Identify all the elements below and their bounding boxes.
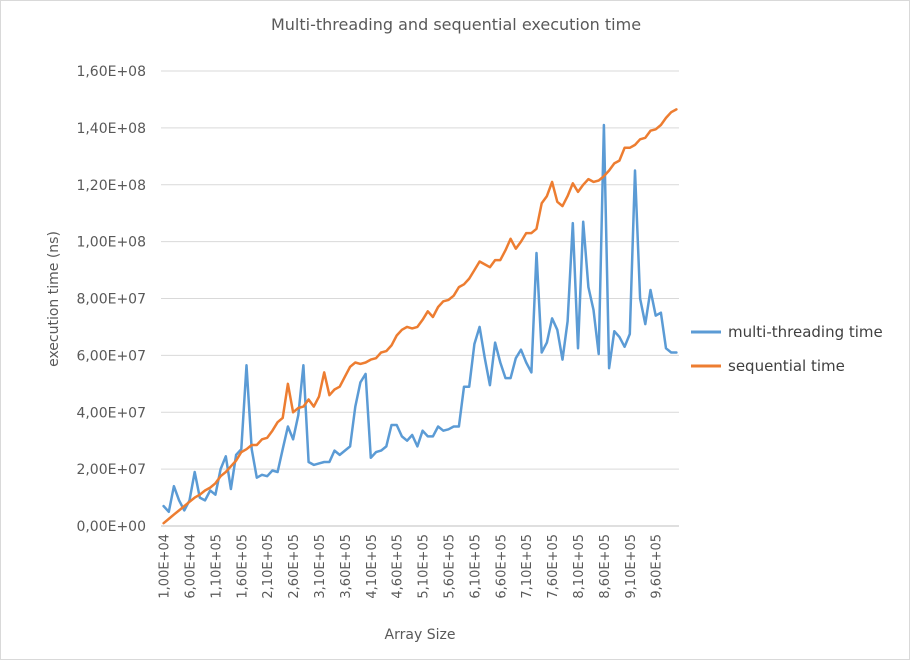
- x-tick-label: 2,60E+05: [287, 534, 302, 599]
- x-tick-label: 1,10E+05: [209, 534, 224, 599]
- y-tick-label: 8,00E+07: [76, 292, 146, 308]
- x-tick-label: 8,60E+05: [598, 534, 613, 599]
- x-tick-label: 9,10E+05: [624, 534, 639, 599]
- x-axis-tick-labels: 1,00E+04 6,00E+04 1,10E+05 1,60E+05 2,10E+05…: [158, 534, 665, 599]
- x-tick-label: 6,10E+05: [468, 534, 483, 599]
- y-tick-label: 1,00E+08: [76, 235, 146, 251]
- y-tick-label: 2,00E+07: [76, 462, 146, 478]
- x-tick-label: 3,10E+05: [313, 534, 328, 599]
- y-tick-label: 0,00E+00: [76, 519, 146, 535]
- x-tick-label: 9,60E+05: [650, 534, 665, 599]
- x-tick-label: 5,10E+05: [417, 534, 432, 599]
- x-tick-label: 4,60E+05: [391, 534, 406, 599]
- x-tick-label: 6,00E+04: [183, 534, 198, 599]
- x-tick-label: 5,60E+05: [442, 534, 457, 599]
- y-tick-label: 1,40E+08: [76, 121, 146, 137]
- series-lines: [164, 109, 677, 523]
- x-tick-label: 6,60E+05: [494, 534, 509, 599]
- y-axis-tick-labels: 0,00E+00 2,00E+07 4,00E+07 6,00E+07 8,00E+07…: [76, 64, 146, 535]
- x-axis-title: Array Size: [385, 627, 456, 643]
- chart-title: Multi-threading and sequential execution…: [271, 15, 641, 34]
- x-tick-label: 7,60E+05: [546, 534, 561, 599]
- legend: multi-threading time sequential time: [691, 323, 883, 375]
- x-tick-label: 7,10E+05: [520, 534, 535, 599]
- y-tick-label: 1,20E+08: [76, 178, 146, 194]
- x-tick-label: 1,00E+04: [158, 534, 173, 599]
- x-tick-label: 8,10E+05: [572, 534, 587, 599]
- x-tick-label: 2,10E+05: [261, 534, 276, 599]
- x-tick-label: 3,60E+05: [339, 534, 354, 599]
- legend-label: multi-threading time: [728, 323, 883, 341]
- y-axis-title: execution time (ns): [46, 231, 62, 367]
- y-tick-label: 1,60E+08: [76, 64, 146, 80]
- x-tick-label: 4,10E+05: [365, 534, 380, 599]
- y-tick-label: 4,00E+07: [76, 405, 146, 421]
- legend-label: sequential time: [728, 357, 845, 375]
- y-tick-label: 6,00E+07: [76, 348, 146, 364]
- x-tick-label: 1,60E+05: [235, 534, 250, 599]
